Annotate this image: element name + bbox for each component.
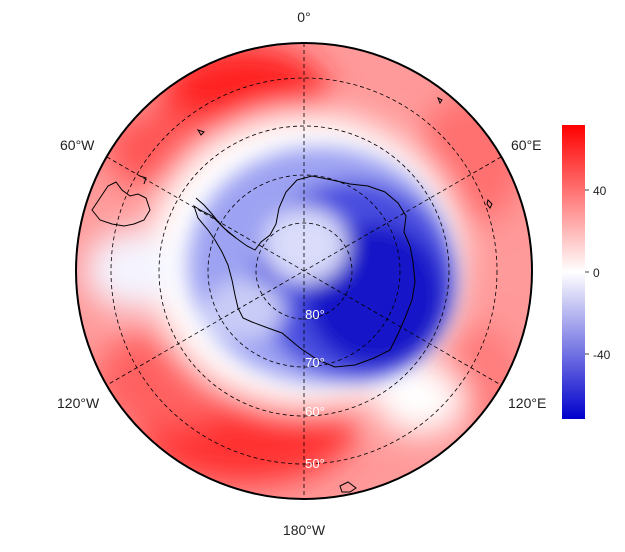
lon-label-upper-left: 60°W <box>60 137 95 153</box>
island-east <box>486 199 493 209</box>
field-neutral-w <box>85 230 175 310</box>
lon-label-bottom: 180°W <box>283 522 326 538</box>
lat-label-70: 70° <box>305 355 325 370</box>
lon-label-lower-right: 120°E <box>508 395 546 411</box>
lat-label-80: 80° <box>305 307 325 322</box>
graticule <box>106 43 502 499</box>
map-border <box>75 42 533 500</box>
longitude-labels: 0° 60°W 60°E 120°W 120°E 180°W <box>57 9 546 538</box>
field-min-w <box>205 280 285 340</box>
colorbar-label-0: 0 <box>593 266 600 280</box>
lon-label-lower-left: 120°W <box>57 395 100 411</box>
lat-label-60: 60° <box>305 404 325 419</box>
lon-label-top: 0° <box>297 9 310 25</box>
south-america-coast <box>91 181 151 227</box>
island-north <box>196 129 205 136</box>
colorbar-label-40: 40 <box>593 184 607 198</box>
island-south-america-north <box>139 175 147 185</box>
island-south <box>339 481 357 493</box>
anomaly-field <box>76 43 532 499</box>
antarctic-peninsula <box>195 197 237 239</box>
field-pole-light <box>263 207 347 283</box>
coastlines <box>91 96 493 493</box>
lon-label-upper-right: 60°E <box>511 137 542 153</box>
lat-label-50: 50° <box>305 456 325 471</box>
colorbar-ticks <box>585 189 589 355</box>
latitude-circle-80 <box>255 222 353 320</box>
meridian-60e-120w <box>106 156 502 386</box>
colorbar-gradient <box>562 125 585 419</box>
island-east-2 <box>437 96 443 105</box>
field-neutral-se <box>375 365 465 435</box>
latitude-labels: 80° 70° 60° 50° <box>305 307 325 471</box>
antarctica-coast <box>193 175 416 368</box>
colorbar-label-neg40: -40 <box>593 348 611 362</box>
colorbar: 40 0 -40 <box>562 125 611 419</box>
